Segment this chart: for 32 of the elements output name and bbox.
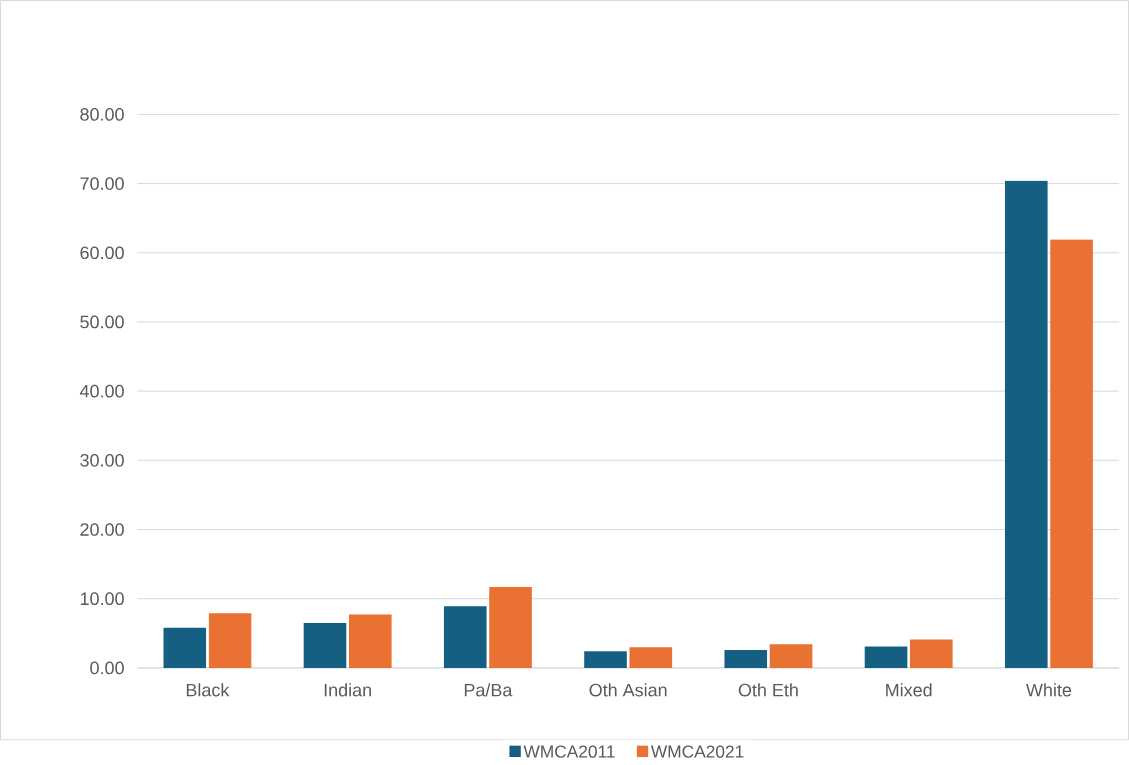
x-tick-label: Oth Asian (589, 683, 667, 697)
y-tick-label: 50.00 (80, 315, 124, 329)
x-tick-label: Pa/Ba (464, 683, 513, 697)
y-tick-label: 70.00 (80, 177, 124, 190)
x-tick-label: Mixed (886, 683, 932, 697)
bar (163, 627, 207, 668)
bar (1050, 239, 1093, 668)
y-tick-label: 20.00 (80, 523, 124, 536)
x-tick-label: White (1026, 683, 1072, 697)
y-tick-label: 40.00 (79, 384, 124, 398)
bar (1004, 180, 1048, 668)
bar (724, 649, 768, 668)
bar (348, 614, 392, 668)
bar (769, 644, 813, 668)
y-tick-label: 10.00 (80, 592, 124, 606)
y-tick-label: 30.00 (80, 454, 124, 467)
y-tick-label: 60.00 (80, 246, 124, 260)
bar (629, 647, 673, 668)
x-tick-label: Oth Eth (738, 683, 798, 697)
y-tick-label: 0.00 (90, 661, 124, 675)
x-tick-label: Indian (324, 683, 371, 697)
bar (303, 622, 347, 668)
y-tick-label: 80.00 (80, 108, 124, 121)
bar (584, 651, 627, 668)
legend-label: WMCA2011 (523, 745, 615, 758)
bar (489, 587, 532, 668)
legend-label: WMCA2021 (650, 745, 744, 758)
bar (864, 646, 908, 668)
x-tick-label: Black (186, 683, 230, 697)
bar (208, 613, 252, 668)
bar (443, 606, 487, 668)
bar (910, 639, 953, 668)
